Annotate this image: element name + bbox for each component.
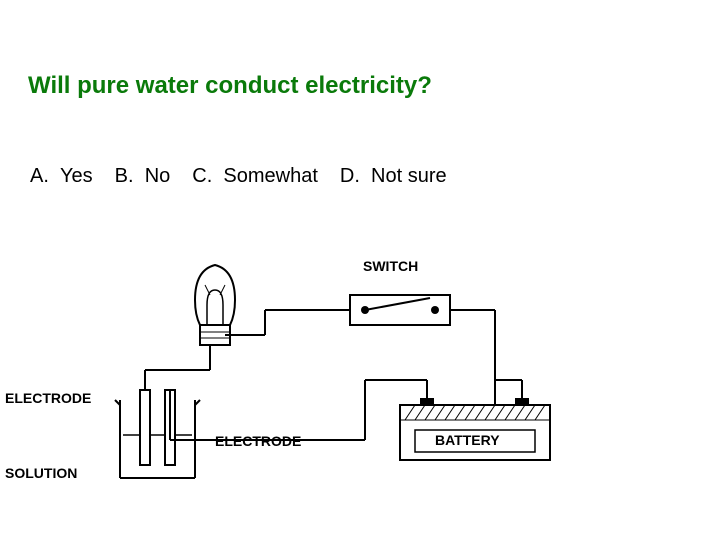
battery-icon bbox=[400, 398, 550, 460]
option-a: A. Yes bbox=[30, 165, 93, 188]
wire-left bbox=[145, 345, 210, 390]
battery-label: BATTERY bbox=[435, 432, 500, 448]
option-c: C. Somewhat bbox=[192, 165, 318, 188]
solution-label: SOLUTION bbox=[5, 465, 77, 481]
answer-options: A. Yes B. No C. Somewhat D. Not sure bbox=[30, 165, 447, 188]
wire-right bbox=[450, 310, 495, 405]
electrode-bottom-label: ELECTRODE bbox=[215, 433, 301, 449]
circuit-diagram: SWITCH ELECTRODE ELECTRODE SOLUTION BATT… bbox=[65, 240, 605, 500]
lightbulb-icon bbox=[195, 265, 235, 345]
switch-label: SWITCH bbox=[363, 258, 418, 274]
question-title: Will pure water conduct electricity? bbox=[28, 72, 432, 100]
option-d: D. Not sure bbox=[340, 165, 447, 188]
wire-top bbox=[225, 310, 350, 335]
electrode-left-label: ELECTRODE bbox=[5, 390, 91, 406]
option-b: B. No bbox=[115, 165, 171, 188]
switch-icon bbox=[350, 295, 450, 325]
